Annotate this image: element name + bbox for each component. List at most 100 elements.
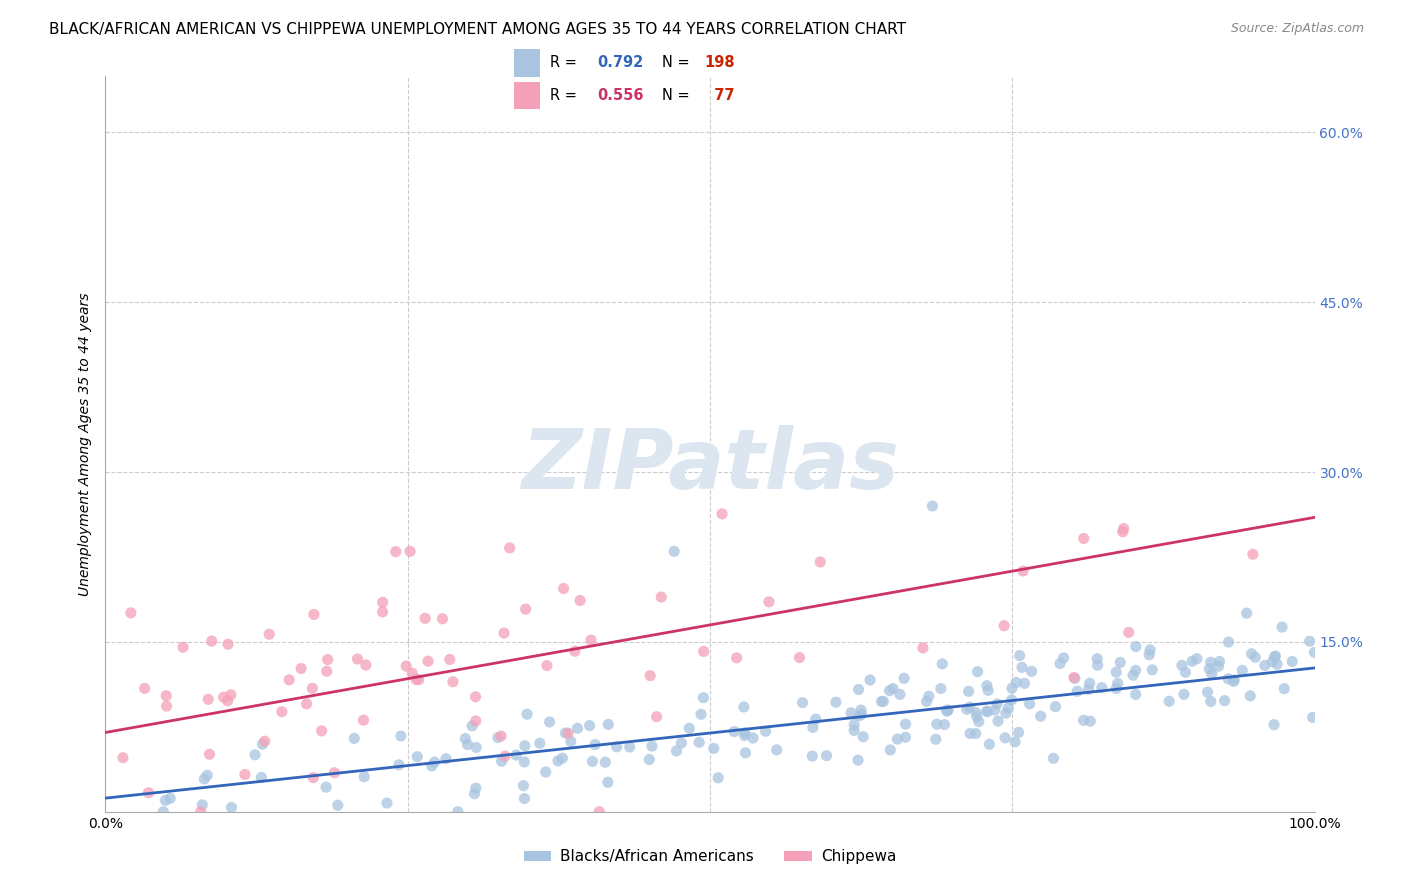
Text: 77: 77 [704, 88, 734, 103]
Point [1240, 647, 1263, 661]
Point [1085, 651, 1108, 665]
Point [984, 703, 1007, 717]
Point [316, 652, 339, 666]
Point [929, 681, 952, 696]
Point [420, 759, 443, 773]
Point [371, 605, 394, 619]
Point [159, 791, 181, 805]
Point [645, 709, 668, 723]
Point [195, 768, 218, 782]
Point [1223, 673, 1246, 687]
Point [465, 740, 488, 755]
Point [723, 724, 745, 739]
Point [492, 626, 515, 640]
Point [457, 738, 479, 752]
Point [665, 744, 688, 758]
Point [413, 611, 436, 625]
Point [606, 739, 628, 754]
Point [1208, 655, 1230, 669]
Point [1107, 676, 1129, 690]
Point [498, 541, 520, 555]
Point [1218, 635, 1240, 649]
Point [538, 714, 561, 729]
Point [1004, 735, 1026, 749]
Point [1091, 681, 1114, 695]
Point [416, 654, 439, 668]
Point [1239, 689, 1261, 703]
Point [894, 731, 917, 745]
Point [688, 735, 710, 749]
Point [454, 731, 477, 746]
Point [593, 756, 616, 770]
Point [1077, 682, 1099, 697]
Point [1271, 620, 1294, 634]
Point [1105, 681, 1128, 696]
Point [278, 673, 301, 687]
Point [311, 723, 333, 738]
Point [1159, 694, 1181, 708]
Point [513, 791, 536, 805]
Point [399, 544, 422, 558]
Point [848, 708, 870, 723]
Point [976, 705, 998, 719]
Point [959, 700, 981, 714]
Point [1105, 665, 1128, 679]
Point [707, 771, 730, 785]
Point [662, 544, 685, 558]
Point [505, 748, 527, 763]
Text: R =: R = [550, 55, 582, 70]
Point [733, 700, 755, 714]
Point [1109, 656, 1132, 670]
Point [742, 731, 765, 745]
Point [801, 720, 824, 734]
Point [243, 747, 266, 762]
Point [513, 755, 536, 769]
Point [859, 673, 882, 687]
Bar [515, 49, 540, 77]
Point [217, 694, 239, 708]
Point [172, 640, 194, 655]
Point [564, 644, 586, 658]
Point [1281, 655, 1303, 669]
Text: 198: 198 [704, 55, 734, 70]
Point [808, 555, 831, 569]
Point [1125, 664, 1147, 678]
Point [578, 718, 600, 732]
Point [353, 713, 375, 727]
Point [915, 694, 938, 708]
Point [295, 697, 318, 711]
Point [461, 719, 484, 733]
Point [423, 755, 446, 769]
Point [1272, 681, 1295, 696]
Text: Source: ZipAtlas.com: Source: ZipAtlas.com [1230, 22, 1364, 36]
Point [979, 737, 1001, 751]
Point [1198, 662, 1220, 676]
Text: 0.556: 0.556 [598, 88, 644, 103]
Point [690, 707, 713, 722]
Point [967, 714, 990, 729]
Point [889, 687, 911, 701]
Point [257, 627, 280, 641]
Point [1021, 665, 1043, 679]
Point [1265, 657, 1288, 672]
Point [567, 721, 589, 735]
Point [925, 717, 948, 731]
Point [849, 703, 872, 717]
Point [844, 717, 866, 731]
Point [1063, 671, 1085, 685]
Point [879, 743, 901, 757]
Point [353, 770, 375, 784]
Point [579, 633, 602, 648]
Point [252, 737, 274, 751]
Text: BLACK/AFRICAN AMERICAN VS CHIPPEWA UNEMPLOYMENT AMONG AGES 35 TO 44 YEARS CORREL: BLACK/AFRICAN AMERICAN VS CHIPPEWA UNEMP… [49, 22, 907, 37]
Point [551, 751, 574, 765]
Point [489, 729, 512, 743]
Point [201, 634, 224, 648]
Point [976, 704, 998, 718]
Point [976, 679, 998, 693]
Point [581, 755, 603, 769]
Point [711, 507, 734, 521]
Point [1208, 659, 1230, 673]
Point [302, 771, 325, 785]
Point [1142, 663, 1164, 677]
